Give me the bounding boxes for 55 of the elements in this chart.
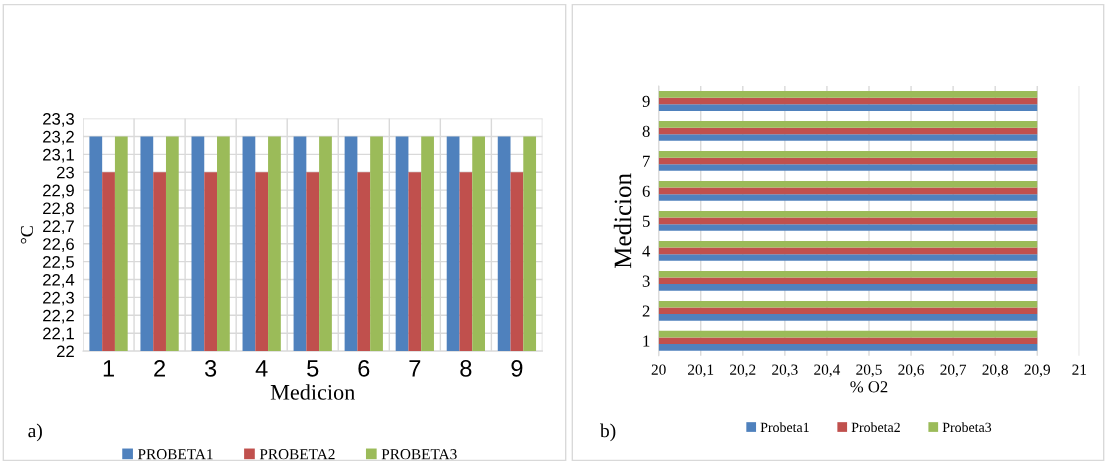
y-tick-label: 5 xyxy=(642,215,650,227)
y-tick-label: 22,5 xyxy=(43,256,74,270)
y-tick-label: 23,3 xyxy=(43,112,74,127)
y-tick-label: 4 xyxy=(642,245,651,257)
legend-label: Probeta1 xyxy=(760,422,809,433)
text: b) xyxy=(599,423,616,442)
legend-label: PROBETA3 xyxy=(381,449,457,460)
x-tick-label: 20 xyxy=(651,364,666,375)
y-tick-label: 7 xyxy=(643,155,650,167)
y-axis-title: Medicion xyxy=(613,173,632,269)
x-tick-label: 8 xyxy=(460,360,472,377)
x-tick-label: 20,8 xyxy=(982,364,1008,378)
x-tick-label: 1 xyxy=(103,360,114,377)
y-tick-label: 22,2 xyxy=(43,309,74,324)
y-tick-label: 22,8 xyxy=(43,202,74,217)
y-tick-label: 22,7 xyxy=(43,220,74,235)
text: a) xyxy=(28,423,42,442)
y-tick-label: 1 xyxy=(643,335,650,347)
y-tick-label: 22,1 xyxy=(43,327,74,342)
x-tick-label: 4 xyxy=(255,360,268,377)
y-tick-label: 3 xyxy=(642,275,650,287)
y-tick-label: 6 xyxy=(642,185,650,197)
legend-label: PROBETA1 xyxy=(137,449,213,460)
y-axis-title: °C xyxy=(20,226,34,244)
x-tick-label: 3 xyxy=(204,360,217,377)
x-tick-label: 6 xyxy=(358,360,370,377)
y-tick-label: 8 xyxy=(642,125,650,137)
x-tick-label: 20,3 xyxy=(772,364,798,378)
x-tick-label: 20,7 xyxy=(940,364,967,378)
x-tick-label: 20,2 xyxy=(730,364,756,378)
x-tick-label: 20,9 xyxy=(1024,364,1050,378)
x-tick-label: 9 xyxy=(511,360,523,377)
y-tick-label: 22,9 xyxy=(43,184,74,199)
y-tick-label: 22,3 xyxy=(43,291,74,306)
x-tick-label: 7 xyxy=(409,360,421,377)
legend-label: Probeta2 xyxy=(851,422,900,433)
y-tick-label: 9 xyxy=(642,95,650,107)
x-tick-label: 2 xyxy=(154,360,165,377)
y-tick-label: 23,2 xyxy=(43,130,74,145)
x-tick-label: 20,4 xyxy=(814,364,841,378)
y-tick-label: 22,4 xyxy=(43,273,75,288)
legend-label: PROBETA2 xyxy=(259,449,335,460)
x-axis-title: Medicion xyxy=(270,384,355,400)
y-tick-label: 2 xyxy=(642,305,650,317)
legend-label: Probeta3 xyxy=(942,422,992,433)
y-tick-label: 23,1 xyxy=(43,148,74,163)
x-axis-title: % O2 xyxy=(850,381,888,393)
x-tick-label: 20,6 xyxy=(898,364,924,378)
y-tick-label: 22,6 xyxy=(43,238,74,252)
x-tick-label: 20,5 xyxy=(856,364,882,378)
x-tick-label: 21 xyxy=(1072,364,1087,375)
x-tick-label: 5 xyxy=(307,360,319,377)
y-tick-label: 22 xyxy=(56,345,74,358)
y-tick-label: 23 xyxy=(56,166,74,179)
x-tick-label: 20,1 xyxy=(688,364,714,378)
